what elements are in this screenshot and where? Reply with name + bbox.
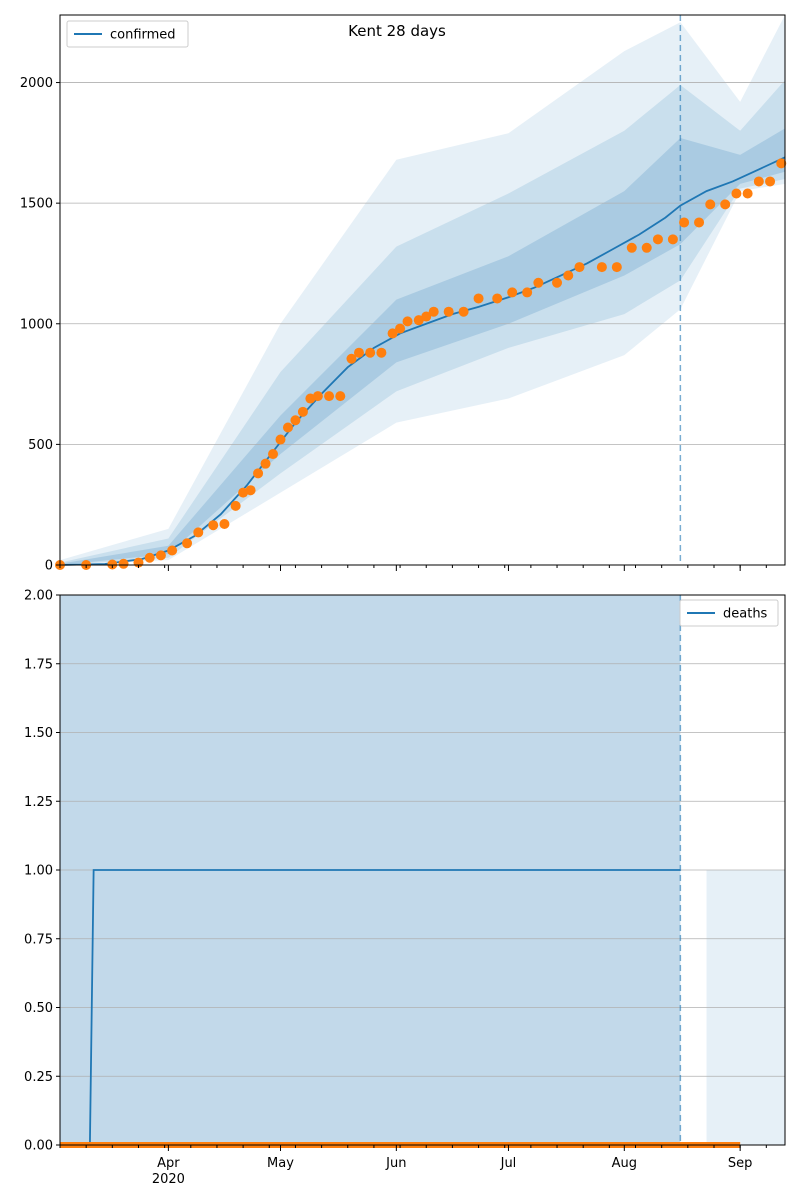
observed-point xyxy=(596,262,607,273)
y-tick-label: 2.00 xyxy=(24,589,53,604)
observed-point xyxy=(492,293,503,304)
plot-frame xyxy=(59,14,786,566)
observed-point xyxy=(626,242,637,253)
observed-point xyxy=(253,468,264,479)
confidence-band-outer xyxy=(60,15,785,565)
observed-point xyxy=(118,558,129,569)
observed-point xyxy=(507,287,518,298)
observed-point xyxy=(346,353,357,364)
observed-point xyxy=(533,277,544,288)
observed-point xyxy=(230,500,241,511)
observed-point xyxy=(731,188,742,199)
y-tick-label: 0 xyxy=(45,559,53,574)
series-line-confirmed xyxy=(59,156,786,566)
observed-point xyxy=(776,158,787,169)
observed-point xyxy=(641,242,652,253)
x-axis-year-label: 2020 xyxy=(152,1172,185,1187)
observed-point xyxy=(694,217,705,228)
y-tick-label: 1.00 xyxy=(24,864,53,879)
chart-title: Kent 28 days xyxy=(348,22,446,40)
x-tick-label: May xyxy=(267,1156,294,1171)
legend-confirmed: confirmed xyxy=(66,20,189,48)
y-tick-label: 1500 xyxy=(20,197,53,212)
observed-point xyxy=(753,176,764,187)
observed-point xyxy=(245,485,256,496)
observed-point xyxy=(473,293,484,304)
observed-point xyxy=(611,262,622,273)
x-tick-label: Aug xyxy=(612,1156,637,1171)
x-tick-label: Sep xyxy=(728,1156,753,1171)
y-tick-label: 500 xyxy=(28,438,53,453)
observed-point xyxy=(574,262,585,273)
observed-point xyxy=(275,434,286,445)
y-tick-label: 1000 xyxy=(20,317,53,332)
observed-point xyxy=(312,391,323,402)
observed-point xyxy=(413,315,424,326)
observed-point xyxy=(742,188,753,199)
observed-point xyxy=(297,406,308,417)
y-tick-label: 1.75 xyxy=(24,657,53,672)
deaths-chart-panel: 0.00 0.25 0.50 0.75 1.00 1.25 1.50 1.75 2.00 Apr… xyxy=(24,589,786,1187)
observed-point xyxy=(402,316,413,327)
observed-point xyxy=(155,550,166,561)
y-tick-label: 0.25 xyxy=(24,1070,53,1085)
observed-point xyxy=(182,538,193,549)
x-tick-label: Jun xyxy=(385,1156,406,1171)
observed-point xyxy=(720,199,731,210)
observed-point xyxy=(193,527,204,538)
observed-point xyxy=(335,391,346,402)
observed-point xyxy=(144,552,155,563)
observed-point xyxy=(260,458,271,469)
y-tick-label: 1.25 xyxy=(24,795,53,810)
observed-point xyxy=(219,518,230,529)
observed-point xyxy=(395,323,406,334)
observed-point xyxy=(667,234,678,245)
observed-point xyxy=(563,270,574,281)
legend-deaths: deaths xyxy=(679,599,779,627)
y-tick-label: 2000 xyxy=(20,76,53,91)
observed-point xyxy=(765,176,776,187)
observed-point xyxy=(421,311,432,322)
observed-point xyxy=(353,347,364,358)
observed-point xyxy=(324,391,335,402)
observed-point xyxy=(428,306,439,317)
observed-point xyxy=(282,422,293,433)
observed-point xyxy=(208,520,219,531)
confirmed-chart-panel: 0 500 1000 1500 2000 Kent 28 days confirmed xyxy=(20,14,787,574)
observed-point xyxy=(652,234,663,245)
observed-point xyxy=(376,347,387,358)
observed-point xyxy=(387,328,398,339)
observed-point xyxy=(290,415,301,426)
legend-confirmed-label: confirmed xyxy=(110,28,176,43)
x-tick-label: Jul xyxy=(500,1156,517,1171)
x-tick-label: Apr xyxy=(157,1156,180,1171)
y-tick-label: 0.50 xyxy=(24,1001,53,1016)
y-tick-label: 0.75 xyxy=(24,932,53,947)
observed-point xyxy=(268,449,279,460)
observed-point xyxy=(522,287,533,298)
observed-point xyxy=(458,306,469,317)
legend-deaths-label: deaths xyxy=(723,607,768,622)
y-tick-label: 0.00 xyxy=(24,1139,53,1154)
observed-point xyxy=(705,199,716,210)
observed-point xyxy=(552,277,563,288)
observed-point xyxy=(443,306,454,317)
observed-point xyxy=(679,217,690,228)
observed-point xyxy=(365,347,376,358)
confidence-band-inner xyxy=(60,128,785,565)
y-tick-label: 1.50 xyxy=(24,726,53,741)
observed-point xyxy=(167,545,178,556)
